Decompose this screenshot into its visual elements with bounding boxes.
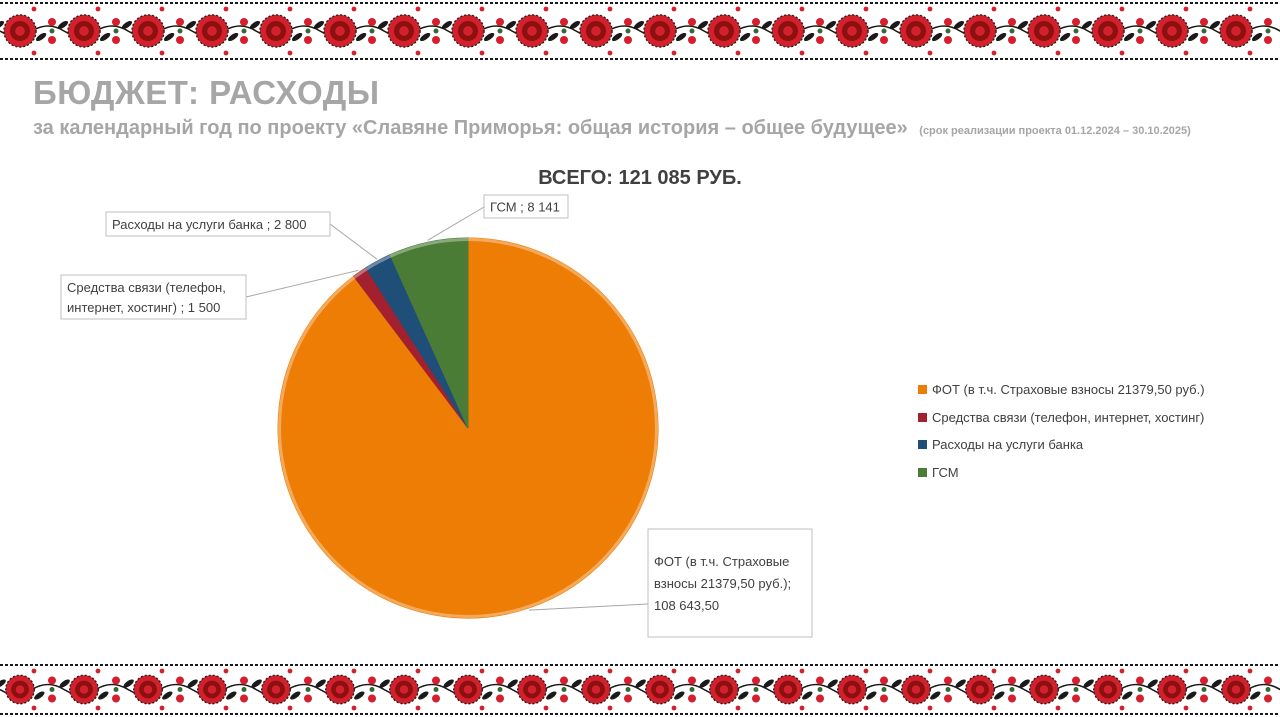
legend-swatch	[918, 467, 927, 477]
legend-item: Средства связи (телефон, интернет, хости…	[918, 404, 1205, 432]
data-label-box-3	[105, 211, 331, 237]
leader-line-1	[528, 603, 649, 611]
legend-label: Расходы на услуги банка	[932, 437, 1084, 453]
page-subtitle: за календарный год по проекту «Славяне П…	[33, 117, 1191, 140]
subtitle-text: за календарный год по проекту «Славяне П…	[33, 117, 908, 139]
data-label: 108 643,50	[654, 598, 719, 613]
data-label-box-1	[647, 528, 813, 638]
legend-swatch	[918, 385, 927, 395]
chart-title: ВСЕГО: 121 085 РУБ.	[538, 167, 742, 189]
page-title: БЮДЖЕТ: РАСХОДЫ	[33, 74, 380, 111]
data-label: ГСМ ; 8 141	[490, 200, 560, 215]
data-label: ФОТ (в т.ч. Страховые	[654, 554, 789, 569]
project-period-note: (срок реализации проекта 01.12.2024 – 30…	[919, 125, 1191, 137]
chart-legend: ФОТ (в т.ч. Страховые взносы 21379,50 ру…	[918, 376, 1205, 486]
legend-swatch	[918, 412, 927, 422]
legend-item: ФОТ (в т.ч. Страховые взносы 21379,50 ру…	[918, 376, 1205, 404]
data-label: Расходы на услуги банка ; 2 800	[112, 217, 307, 232]
pie-slice-4	[389, 237, 469, 429]
leader-line-2	[245, 269, 359, 298]
legend-label: ГСМ	[932, 464, 959, 480]
data-label: взносы 21379,50 руб.);	[654, 576, 791, 591]
data-label-box-4	[483, 194, 569, 219]
data-label: Средства связи (телефон,	[67, 280, 226, 295]
ornament-pattern	[0, 2, 1280, 60]
embroidery-border-bottom	[0, 664, 1280, 715]
leader-line-3	[329, 223, 378, 260]
pie-rim	[278, 238, 658, 618]
leader-line-4	[427, 206, 485, 241]
data-label-box-2	[60, 274, 247, 320]
legend-label: Средства связи (телефон, интернет, хости…	[932, 409, 1205, 425]
embroidery-border-top	[0, 2, 1280, 60]
legend-item: Расходы на услуги банка	[918, 431, 1205, 459]
legend-label: ФОТ (в т.ч. Страховые взносы 21379,50 ру…	[932, 382, 1205, 398]
legend-swatch	[918, 440, 927, 450]
ornament-pattern	[0, 664, 1280, 715]
legend-item: ГСМ	[918, 459, 1205, 487]
data-label: интернет, хостинг) ; 1 500	[67, 300, 220, 315]
